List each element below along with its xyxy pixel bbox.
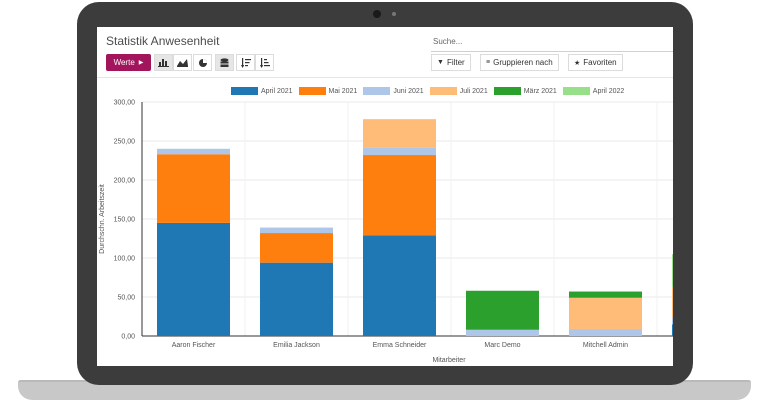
legend-swatch <box>231 87 258 95</box>
filter-icon: ▼ <box>437 59 444 66</box>
bar-segment[interactable] <box>569 328 642 336</box>
sort-ascending-button[interactable] <box>255 54 274 71</box>
page-title: Statistik Anwesenheit <box>106 34 220 48</box>
legend-label: Mai 2021 <box>328 87 358 95</box>
bar-segment[interactable] <box>157 154 230 223</box>
sort-desc-icon <box>240 57 251 68</box>
y-tick-label: 100,00 <box>114 256 136 263</box>
bar-chart-view-button[interactable] <box>154 54 173 71</box>
legend-label: April 2021 <box>261 87 293 95</box>
favorites-button-label: Favoriten <box>583 58 617 67</box>
bar-segment[interactable] <box>363 147 436 156</box>
camera-sensor-icon <box>392 12 396 16</box>
bar-segment[interactable] <box>672 324 673 336</box>
list-icon: ≡ <box>486 59 491 66</box>
legend-swatch <box>363 87 391 95</box>
legend-swatch <box>562 87 590 95</box>
legend-item[interactable]: April 2022 <box>562 87 625 95</box>
x-tick-label: Emma Schneider <box>373 342 427 349</box>
legend-swatch <box>493 87 521 95</box>
measures-button-label: Werte <box>113 58 135 67</box>
caret-right-icon: ▶ <box>138 60 144 66</box>
bar-segment[interactable] <box>363 235 436 336</box>
toolbar-divider <box>97 77 673 78</box>
bar-segment[interactable] <box>260 227 333 234</box>
group-by-button-label: Gruppieren nach <box>493 58 553 67</box>
stack-icon <box>220 57 229 67</box>
legend-item[interactable]: Juli 2021 <box>429 87 488 95</box>
y-axis-title: Durchschn. Arbeitszeit <box>99 184 106 254</box>
bar-segment[interactable] <box>569 291 642 298</box>
bar-segment[interactable] <box>260 233 333 263</box>
bar-segment[interactable] <box>157 222 230 336</box>
bar-segment[interactable] <box>157 148 230 155</box>
chart-legend: April 2021 Mai 2021 Juni 2021 Juli 2021 März… <box>231 86 630 96</box>
line-chart-view-button[interactable] <box>173 54 192 71</box>
y-tick-label: 150,00 <box>114 217 136 224</box>
y-tick-label: 50,00 <box>117 295 135 302</box>
sort-asc-icon <box>259 57 270 68</box>
legend-swatch <box>429 87 457 95</box>
y-tick-label: 300,00 <box>114 100 136 107</box>
bar-segment[interactable] <box>466 329 539 336</box>
bar-chart-icon <box>158 59 169 67</box>
bar-chart: 0,00 50,00 100,00 150,00 200,00 250,00 300,00 A… <box>99 100 673 364</box>
y-tick-label: 250,00 <box>114 139 136 146</box>
legend-label: Juli 2021 <box>459 87 488 95</box>
bar-segment[interactable] <box>363 119 436 148</box>
bar-segment[interactable] <box>363 155 436 236</box>
bar-segment[interactable] <box>672 318 673 325</box>
sort-descending-button[interactable] <box>236 54 255 71</box>
y-tick-label: 200,00 <box>114 178 136 185</box>
bar-segment[interactable] <box>466 290 539 330</box>
bar-segment[interactable] <box>672 254 673 287</box>
legend-label: Juni 2021 <box>393 87 424 95</box>
x-tick-label: Emilia Jackson <box>273 342 320 349</box>
legend-item[interactable]: März 2021 <box>493 87 557 95</box>
bar-segment[interactable] <box>672 286 673 319</box>
legend-item[interactable]: Juni 2021 <box>363 87 424 95</box>
group-by-button[interactable]: ≡ Gruppieren nach <box>480 54 559 71</box>
favorites-button[interactable]: ★ Favoriten <box>568 54 623 71</box>
bar-segment[interactable] <box>260 262 333 336</box>
pie-chart-icon <box>198 58 207 67</box>
bar-segment[interactable] <box>569 297 642 329</box>
measures-button[interactable]: Werte ▶ <box>106 54 151 71</box>
x-tick-label: Marc Demo <box>484 342 520 349</box>
app-screen: Statistik Anwesenheit Suche... Werte ▶ ▼… <box>97 27 673 366</box>
legend-label: März 2021 <box>523 87 557 95</box>
stacked-toggle-button[interactable] <box>215 54 234 71</box>
x-tick-label: Aaron Fischer <box>172 342 216 349</box>
pie-chart-view-button[interactable] <box>193 54 212 71</box>
y-tick-label: 0,00 <box>121 334 135 341</box>
filter-button-label: Filter <box>446 58 465 67</box>
filter-button[interactable]: ▼ Filter <box>431 54 471 71</box>
legend-item[interactable]: April 2021 <box>231 87 293 95</box>
legend-item[interactable]: Mai 2021 <box>298 87 358 95</box>
laptop-base <box>18 382 751 400</box>
search-input[interactable]: Suche... <box>431 35 673 52</box>
x-tick-label: Mitchell Admin <box>583 342 628 349</box>
line-chart-icon <box>177 59 188 67</box>
legend-label: April 2022 <box>592 87 625 95</box>
camera-icon <box>373 10 381 18</box>
x-axis-title: Mitarbeiter <box>432 357 466 364</box>
legend-swatch <box>298 87 326 95</box>
star-icon: ★ <box>574 59 581 67</box>
